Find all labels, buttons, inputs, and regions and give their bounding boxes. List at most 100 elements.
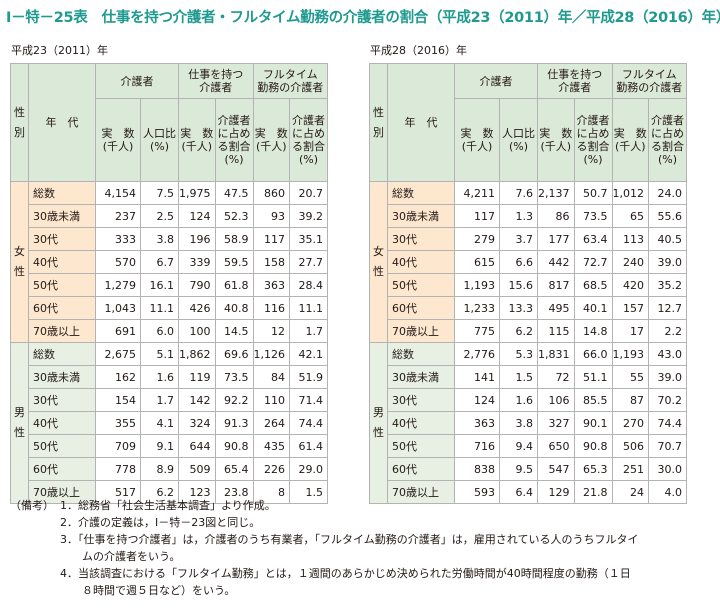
data-cell: 420 (611, 273, 649, 297)
data-cell: 1,193 (454, 273, 500, 297)
note-line: ８時間で週５日など）をいう。 (60, 584, 236, 597)
data-cell: 59.5 (214, 250, 254, 274)
data-cell: 70.7 (648, 434, 687, 458)
data-cell: 838 (454, 457, 500, 481)
table-row: 50代 709 9.1 644 90.8 435 61.4 (11, 434, 328, 458)
data-cell: 142 (178, 388, 216, 412)
col-share: 介護者 に占め る割合 (%) (289, 98, 328, 182)
data-cell: 4.1 (140, 411, 179, 435)
age-label: 30代 (387, 388, 455, 412)
data-cell: 709 (95, 434, 141, 458)
data-cell: 1.3 (499, 204, 538, 228)
header-sex: 性 別 (369, 63, 388, 182)
sex-female: 女 性 (369, 181, 388, 343)
data-cell: 12.7 (648, 296, 687, 320)
data-cell: 7.6 (499, 181, 538, 205)
age-label: 50代 (28, 273, 96, 297)
data-cell: 1.6 (499, 388, 538, 412)
data-cell: 123 (178, 480, 216, 504)
data-cell: 11.1 (289, 296, 328, 320)
col-share: 介護者 に占め る割合 (%) (573, 98, 613, 182)
data-cell: 4,154 (95, 181, 141, 205)
header-caregivers: 介護者 (95, 63, 179, 99)
table-row: 50代 1,279 16.1 790 61.8 363 28.4 (11, 273, 328, 297)
data-cell: 117 (454, 204, 500, 228)
data-cell: 1.5 (289, 480, 328, 504)
table-row: 50代 1,193 15.6 817 68.5 420 35.2 (370, 273, 687, 297)
age-label: 60代 (28, 457, 96, 481)
col-number: 実 数 (千人) (611, 98, 649, 182)
data-cell: 1,193 (611, 342, 649, 366)
data-cell: 13.3 (499, 296, 538, 320)
table-row: 30歳未満 117 1.3 86 73.5 65 55.6 (370, 204, 687, 228)
data-cell: 73.5 (573, 204, 613, 228)
data-cell: 157 (611, 296, 649, 320)
data-cell: 17 (611, 319, 649, 343)
data-cell: 74.4 (648, 411, 687, 435)
data-cell: 547 (537, 457, 575, 481)
data-cell: 435 (252, 434, 290, 458)
data-cell: 162 (95, 365, 141, 389)
table-row: 70歳以上 775 6.2 115 14.8 17 2.2 (370, 319, 687, 343)
data-cell: 226 (252, 457, 290, 481)
data-cell: 87 (611, 388, 649, 412)
data-cell: 2.2 (648, 319, 687, 343)
table-2016: 性 別年 代介護者 仕事を持つ 介護者 フルタイム 勤務の介護者実 数 (千人) 人口… (369, 63, 687, 504)
data-cell: 61.8 (214, 273, 254, 297)
age-label: 70歳以上 (28, 319, 96, 343)
table-row: 60代 1,043 11.1 426 40.8 116 11.1 (11, 296, 328, 320)
col-number: 実 数 (千人) (537, 98, 575, 182)
age-label: 30代 (28, 388, 96, 412)
table-row: 60代 1,233 13.3 495 40.1 157 12.7 (370, 296, 687, 320)
data-cell: 778 (95, 457, 141, 481)
data-cell: 68.5 (573, 273, 613, 297)
data-cell: 12 (252, 319, 290, 343)
age-label: 50代 (28, 434, 96, 458)
data-cell: 23.8 (214, 480, 254, 504)
col-number: 実 数 (千人) (454, 98, 500, 182)
data-cell: 5.3 (499, 342, 538, 366)
data-cell: 90.8 (214, 434, 254, 458)
data-cell: 21.8 (573, 480, 613, 504)
data-cell: 117 (252, 227, 290, 251)
data-cell: 8 (252, 480, 290, 504)
data-cell: 39.2 (289, 204, 328, 228)
note-line: 4．当該調査における「フルタイム勤務」とは，１週間のあらかじめ決められた労働時間… (60, 567, 631, 580)
data-cell: 1,831 (537, 342, 575, 366)
data-cell: 158 (252, 250, 290, 274)
data-cell: 84 (252, 365, 290, 389)
data-cell: 6.6 (499, 250, 538, 274)
data-cell: 1,279 (95, 273, 141, 297)
data-cell: 90.8 (573, 434, 613, 458)
data-cell: 2,675 (95, 342, 141, 366)
table-row: 50代 716 9.4 650 90.8 506 70.7 (370, 434, 687, 458)
data-cell: 6.0 (140, 319, 179, 343)
data-cell: 270 (611, 411, 649, 435)
table-row: 30代 124 1.6 106 85.5 87 70.2 (370, 388, 687, 412)
data-cell: 116 (252, 296, 290, 320)
data-cell: 51.1 (573, 365, 613, 389)
col-number: 実 数 (千人) (252, 98, 290, 182)
data-cell: 2,776 (454, 342, 500, 366)
data-cell: 74.4 (289, 411, 328, 435)
header-age: 年 代 (387, 63, 455, 182)
data-cell: 66.0 (573, 342, 613, 366)
data-cell: 327 (537, 411, 575, 435)
data-cell: 73.5 (214, 365, 254, 389)
year-label-2011: 平成23（2011）年 (11, 44, 108, 57)
data-cell: 363 (454, 411, 500, 435)
data-cell: 1.7 (289, 319, 328, 343)
data-cell: 6.7 (140, 250, 179, 274)
data-cell: 4.0 (648, 480, 687, 504)
data-cell: 47.5 (214, 181, 254, 205)
data-cell: 251 (611, 457, 649, 481)
data-cell: 615 (454, 250, 500, 274)
data-cell: 196 (178, 227, 216, 251)
table-title: Ⅰ－特－25表 仕事を持つ介護者・フルタイム勤務の介護者の割合（平成23（201… (6, 10, 720, 26)
table-row: 30歳未満 237 2.5 124 52.3 93 39.2 (11, 204, 328, 228)
data-cell: 72 (537, 365, 575, 389)
data-cell: 110 (252, 388, 290, 412)
data-cell: 650 (537, 434, 575, 458)
data-cell: 29.0 (289, 457, 328, 481)
data-cell: 28.4 (289, 273, 328, 297)
